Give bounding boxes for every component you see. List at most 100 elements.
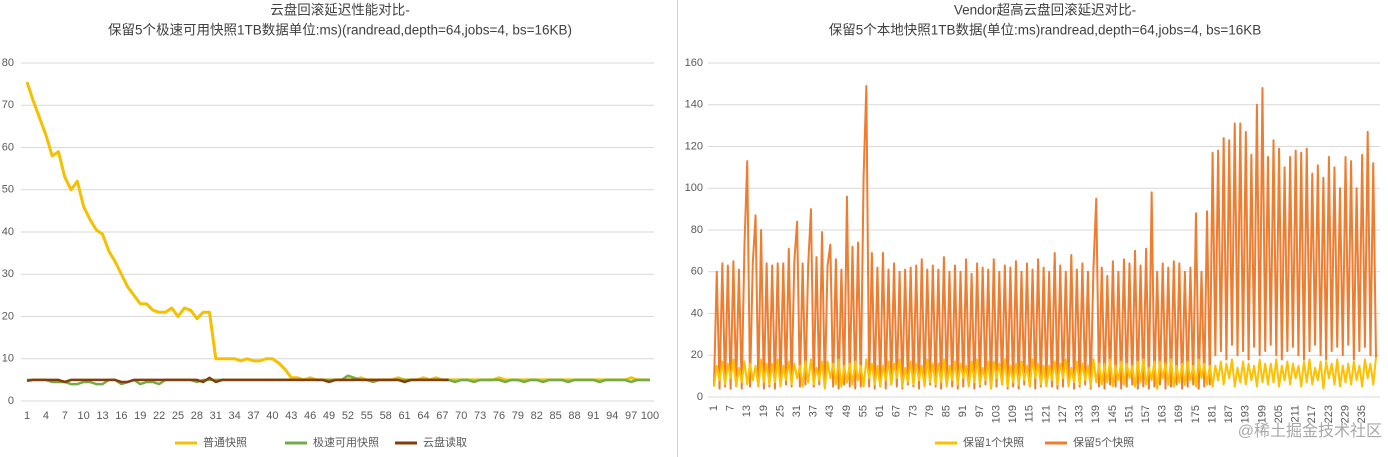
y-tick-label: 80: [691, 224, 703, 236]
chart-title: Vendor超高云盘回滚延迟对比-: [954, 2, 1136, 18]
x-tick-label: 52: [342, 410, 354, 422]
x-tick-label: 199: [1256, 405, 1268, 423]
x-tick-label: 43: [824, 405, 836, 417]
y-tick-label: 10: [2, 353, 14, 365]
x-tick-label: 61: [398, 410, 410, 422]
x-tick-label: 163: [1157, 405, 1169, 423]
x-tick-label: 13: [741, 405, 753, 417]
x-tick-label: 55: [857, 405, 869, 417]
x-tick-label: 34: [229, 410, 241, 422]
x-tick-label: 157: [1140, 405, 1152, 423]
y-tick-label: 70: [2, 99, 14, 111]
x-tick-label: 85: [549, 410, 561, 422]
x-tick-label: 73: [474, 410, 486, 422]
y-tick-label: 160: [685, 57, 703, 69]
x-tick-label: 175: [1190, 405, 1202, 423]
x-tick-label: 43: [285, 410, 297, 422]
x-tick-label: 211: [1290, 405, 1302, 423]
x-tick-label: 115: [1024, 405, 1036, 423]
x-tick-label: 76: [493, 410, 505, 422]
y-tick-label: 50: [2, 184, 14, 196]
x-tick-label: 13: [96, 410, 108, 422]
y-tick-label: 80: [2, 57, 14, 69]
x-tick-label: 70: [455, 410, 467, 422]
legend-label: 云盘读取: [423, 435, 467, 449]
x-tick-label: 25: [774, 405, 786, 417]
legend-label: 普通快照: [203, 435, 247, 449]
y-tick-label: 60: [2, 141, 14, 153]
x-tick-label: 85: [941, 405, 953, 417]
x-tick-label: 31: [210, 410, 222, 422]
x-tick-label: 28: [191, 410, 203, 422]
x-tick-label: 229: [1339, 405, 1351, 423]
x-tick-label: 49: [841, 405, 853, 417]
x-tick-label: 37: [247, 410, 259, 422]
x-tick-label: 121: [1040, 405, 1052, 423]
x-tick-label: 73: [907, 405, 919, 417]
x-tick-label: 67: [436, 410, 448, 422]
x-tick-label: 37: [808, 405, 820, 417]
x-tick-label: 91: [587, 410, 599, 422]
x-tick-label: 40: [266, 410, 278, 422]
x-tick-label: 7: [62, 410, 68, 422]
series-line: [26, 376, 449, 384]
x-tick-label: 151: [1123, 405, 1135, 423]
x-tick-label: 181: [1206, 405, 1218, 423]
legend-label: 极速可用快照: [313, 435, 379, 449]
x-tick-label: 145: [1107, 405, 1119, 423]
x-tick-label: 88: [568, 410, 580, 422]
y-tick-label: 0: [8, 395, 14, 407]
y-tick-label: 140: [685, 99, 703, 111]
x-tick-label: 22: [153, 410, 165, 422]
x-tick-label: 97: [974, 405, 986, 417]
x-tick-label: 7: [725, 405, 737, 411]
x-tick-label: 82: [531, 410, 543, 422]
x-tick-label: 139: [1090, 405, 1102, 423]
series-line: [713, 357, 1377, 390]
x-tick-label: 133: [1074, 405, 1086, 423]
legend-label: 保留1个快照: [963, 435, 1024, 449]
x-tick-label: 61: [874, 405, 886, 417]
chart-subtitle: 保留5个极速可用快照1TB数据单位:ms)(randread,depth=64,…: [108, 23, 572, 38]
x-tick-label: 16: [115, 410, 127, 422]
chart-title: 云盘回滚延迟性能对比-: [270, 2, 410, 18]
x-tick-label: 10: [78, 410, 90, 422]
y-tick-label: 20: [2, 310, 14, 322]
x-tick-label: 25: [172, 410, 184, 422]
watermark: @稀土掘金技术社区: [1238, 422, 1382, 440]
x-tick-label: 19: [134, 410, 146, 422]
legend-label: 保留5个快照: [1073, 435, 1134, 449]
x-tick-label: 19: [758, 405, 770, 417]
y-tick-label: 40: [2, 226, 14, 238]
x-tick-label: 49: [323, 410, 335, 422]
y-tick-label: 60: [691, 266, 703, 278]
x-tick-label: 46: [304, 410, 316, 422]
x-tick-label: 94: [606, 410, 618, 422]
x-tick-label: 79: [924, 405, 936, 417]
x-tick-label: 31: [791, 405, 803, 417]
x-tick-label: 100: [641, 410, 659, 422]
y-tick-label: 120: [685, 140, 703, 152]
x-tick-label: 187: [1223, 405, 1235, 423]
y-tick-label: 20: [691, 349, 703, 361]
x-tick-label: 4: [43, 410, 49, 422]
y-tick-label: 100: [685, 182, 703, 194]
x-tick-label: 223: [1323, 405, 1335, 423]
series-line: [713, 84, 1377, 390]
y-tick-label: 40: [691, 307, 703, 319]
x-tick-label: 109: [1007, 405, 1019, 423]
x-tick-label: 55: [361, 410, 373, 422]
x-tick-label: 97: [625, 410, 637, 422]
x-tick-label: 205: [1273, 405, 1285, 423]
x-tick-label: 103: [990, 405, 1002, 423]
y-tick-label: 0: [697, 391, 703, 403]
x-tick-label: 193: [1240, 405, 1252, 423]
x-tick-label: 127: [1057, 405, 1069, 423]
y-tick-label: 30: [2, 268, 14, 280]
x-tick-label: 235: [1356, 405, 1368, 423]
x-tick-label: 1: [24, 410, 30, 422]
x-tick-label: 1: [708, 405, 720, 411]
x-tick-label: 64: [417, 410, 429, 422]
x-tick-label: 67: [891, 405, 903, 417]
